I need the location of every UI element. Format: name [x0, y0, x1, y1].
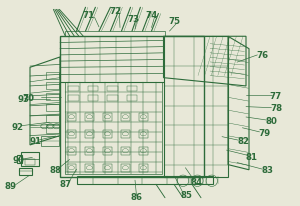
Text: 76: 76 — [256, 51, 268, 60]
Text: 82: 82 — [237, 137, 249, 146]
Text: 75: 75 — [168, 17, 180, 26]
Text: 77: 77 — [270, 91, 282, 100]
Text: 85: 85 — [180, 190, 192, 199]
Text: 72: 72 — [110, 7, 122, 16]
Text: 93: 93 — [17, 94, 29, 103]
Text: 83: 83 — [261, 165, 273, 174]
Text: 74: 74 — [146, 11, 158, 20]
Text: 88: 88 — [50, 165, 61, 174]
Text: 91: 91 — [30, 137, 42, 146]
Text: 90: 90 — [12, 155, 24, 164]
Text: 71: 71 — [82, 11, 94, 20]
Text: 81: 81 — [246, 152, 258, 161]
Text: 87: 87 — [60, 179, 72, 188]
Text: 84: 84 — [190, 177, 202, 186]
Text: 80: 80 — [266, 116, 278, 125]
Text: 92: 92 — [11, 122, 23, 131]
Text: 89: 89 — [4, 181, 16, 190]
Text: 70: 70 — [22, 93, 34, 102]
Text: 79: 79 — [258, 128, 270, 137]
Text: 78: 78 — [270, 104, 282, 113]
Text: 73: 73 — [128, 15, 140, 24]
Text: 86: 86 — [130, 192, 142, 201]
